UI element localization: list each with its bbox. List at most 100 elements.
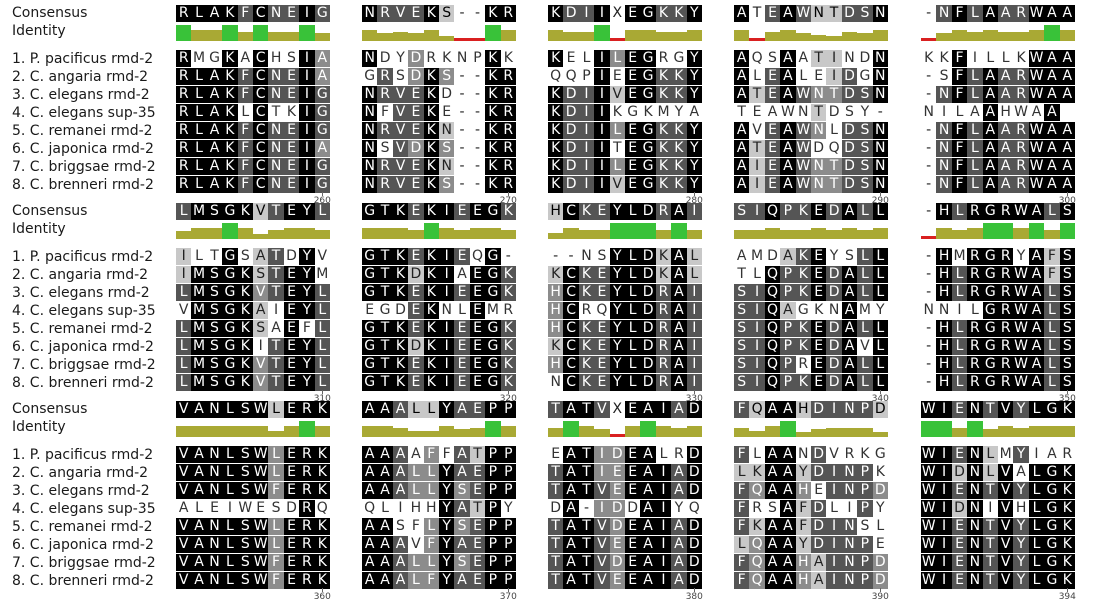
residue-cell: R xyxy=(176,104,192,121)
identity-bar xyxy=(734,30,750,41)
residue-cell: A xyxy=(191,554,207,571)
consensus-residue: I xyxy=(594,5,610,22)
residue-cell: M xyxy=(999,446,1012,462)
residue-cell: S xyxy=(734,374,750,391)
residue-cell: I xyxy=(936,572,952,589)
identity-bar xyxy=(625,30,641,41)
residue-cell: K xyxy=(392,374,409,391)
residue-cell: Y xyxy=(439,572,455,589)
residue-cell: L xyxy=(222,446,238,463)
residue-cell: G xyxy=(982,338,998,355)
residue-cell: T xyxy=(737,104,746,120)
identity-bar xyxy=(826,428,842,437)
residue-cell: E xyxy=(469,284,486,301)
residue-cell: G xyxy=(982,356,998,373)
residue-cell: L xyxy=(625,266,641,283)
residue-cell: Y xyxy=(686,176,702,193)
residue-cell: R xyxy=(674,446,684,462)
ruler-number: 320 xyxy=(499,394,517,404)
residue-cell: W xyxy=(1013,374,1029,391)
residue-cell: L xyxy=(986,50,995,66)
residue-cell: D xyxy=(872,572,888,589)
residue-cell: R xyxy=(377,68,393,85)
residue-cell: V xyxy=(998,536,1014,553)
consensus-residue: L xyxy=(191,5,207,22)
residue-cell: E xyxy=(594,284,610,301)
residue-cell: N xyxy=(936,122,952,139)
residue-cell: R xyxy=(1062,446,1073,462)
residue-cell: P xyxy=(485,518,501,535)
residue-cell: L xyxy=(857,356,873,373)
residue-cell: P xyxy=(500,518,516,535)
residue-cell: T xyxy=(578,572,595,589)
identity-bar xyxy=(578,32,595,41)
residue-cell: T xyxy=(268,284,284,301)
residue-cell: T xyxy=(749,86,765,103)
residue-cell: W xyxy=(1028,50,1045,67)
residue-cell: V xyxy=(392,158,409,175)
residue-cell: G xyxy=(1044,482,1060,499)
residue-cell: T xyxy=(578,464,595,481)
residue-cell: I xyxy=(594,104,610,121)
residue-cell: A xyxy=(1044,140,1060,157)
residue-cell: H xyxy=(410,500,422,516)
residue-cell: W xyxy=(795,176,811,193)
consensus-residue: N xyxy=(872,5,888,22)
residue-cell: K xyxy=(548,122,564,139)
residue-cell: K xyxy=(485,122,501,139)
residue-cell: P xyxy=(485,464,501,481)
residue-cell: F xyxy=(237,68,253,85)
consensus-residue: I xyxy=(749,203,765,220)
residue-cell: A xyxy=(780,248,796,265)
residue-cell: L xyxy=(609,158,625,175)
residue-cell: L xyxy=(686,248,702,265)
residue-cell: E xyxy=(283,86,300,103)
residue-cell: G xyxy=(222,374,238,391)
residue-cell: L xyxy=(872,248,888,265)
consensus-residue: E xyxy=(811,203,827,220)
residue-cell: C xyxy=(253,176,269,193)
residue-cell: K xyxy=(1059,572,1075,589)
residue-cell: W xyxy=(1028,86,1045,103)
residue-cell: E xyxy=(811,356,827,373)
residue-cell: D xyxy=(841,68,858,85)
residue-cell: E xyxy=(283,140,300,157)
residue-cell: A xyxy=(982,140,998,157)
consensus-residue: L xyxy=(423,401,439,418)
residue-cell: G xyxy=(314,176,330,193)
identity-bar xyxy=(594,429,610,437)
identity-bar xyxy=(283,228,300,239)
residue-cell: A xyxy=(1059,68,1075,85)
identity-label: Identity xyxy=(12,23,66,39)
residue-cell: P xyxy=(485,500,501,517)
consensus-residue: R xyxy=(377,5,393,22)
residue-cell: Q xyxy=(764,356,781,373)
residue-cell: A xyxy=(841,266,858,283)
residue-cell: R xyxy=(655,302,672,319)
residue-cell: D xyxy=(686,554,702,571)
residue-cell: A xyxy=(798,50,809,66)
residue-cell: L xyxy=(423,554,439,571)
consensus-residue: A xyxy=(671,401,687,418)
residue-cell: L xyxy=(1028,518,1045,535)
residue-cell: K xyxy=(655,248,672,265)
consensus-residue: - xyxy=(926,5,932,21)
species-label: 3. C. elegans rmd-2 xyxy=(12,285,150,301)
identity-bar xyxy=(222,223,238,239)
consensus-residue: V xyxy=(392,5,409,22)
identity-bar xyxy=(237,32,253,41)
residue-cell: A xyxy=(998,122,1014,139)
residue-cell: E xyxy=(283,554,300,571)
residue-cell: - xyxy=(474,86,481,102)
residue-cell: Y xyxy=(1013,536,1029,553)
residue-cell: V xyxy=(253,356,269,373)
residue-cell: R xyxy=(500,86,516,103)
consensus-residue: I xyxy=(826,401,842,418)
residue-cell: D xyxy=(563,104,579,121)
residue-cell: H xyxy=(795,572,811,589)
residue-cell: D xyxy=(640,284,656,301)
ruler-tick xyxy=(1067,588,1069,592)
residue-cell: K xyxy=(671,86,687,103)
residue-cell: V xyxy=(178,302,189,318)
residue-cell: E xyxy=(469,518,486,535)
